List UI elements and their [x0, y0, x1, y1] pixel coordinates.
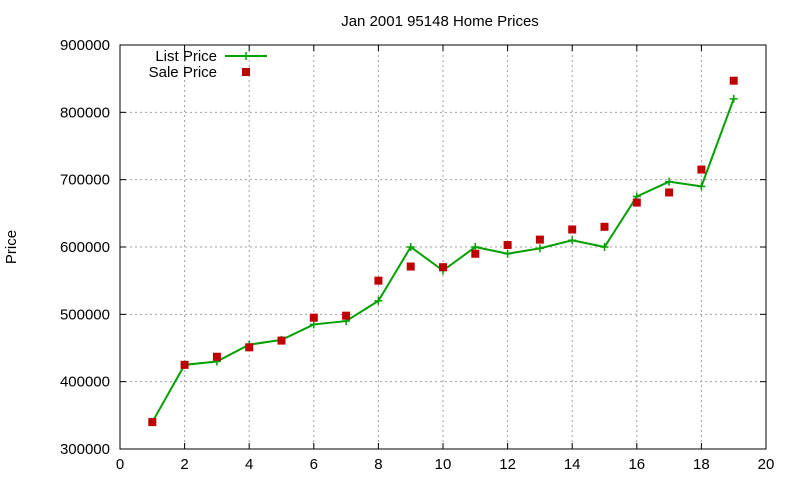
list-price-point [729, 94, 738, 103]
sale-price-point [535, 235, 544, 244]
grid-lines [120, 45, 766, 449]
sale-price-point [309, 313, 318, 322]
legend-entry: Sale Price [149, 64, 250, 81]
sale-price-point [697, 165, 706, 174]
tick-labels: 0 2 4 6 8 10 12 14 16 18 20 300000 400000 500000 60000… [60, 37, 774, 473]
list-price-point [374, 296, 383, 305]
chart-title: Jan 2001 95148 Home Prices [341, 13, 539, 30]
series-sale-price [148, 76, 738, 427]
legend-label: Sale Price [149, 64, 217, 81]
sale-price-point [374, 276, 383, 285]
sale-price-point [729, 76, 738, 85]
sale-price-point [212, 352, 221, 361]
sale-price-point [277, 336, 286, 345]
x-tick-label: 8 [374, 456, 382, 473]
list-price-point [406, 243, 415, 251]
y-tick-label: 700000 [60, 172, 110, 189]
legend-entry: List Price [155, 48, 267, 65]
sale-price-point [665, 188, 674, 197]
sale-price-point [439, 263, 447, 272]
list-price-point [471, 243, 480, 251]
legend-cross-sample [242, 52, 250, 60]
x-tick-label: 10 [435, 456, 452, 473]
legend-label: List Price [155, 48, 217, 65]
sale-price-point [245, 343, 254, 352]
x-tick-label: 16 [628, 456, 645, 473]
list-price-point [309, 320, 318, 329]
sale-price-point [342, 311, 351, 320]
y-tick-label: 600000 [60, 239, 110, 256]
y-axis-label: Price [3, 230, 20, 264]
x-tick-label: 2 [180, 456, 188, 473]
list-price-point [568, 236, 577, 245]
sale-price-point [600, 222, 609, 231]
x-tick-label: 18 [693, 456, 710, 473]
list-price-point [503, 249, 512, 258]
list-price-point [535, 244, 544, 253]
sale-price-point [406, 262, 415, 271]
x-tick-label: 14 [564, 456, 581, 473]
sale-price-point [180, 360, 189, 369]
sale-price-point [503, 240, 512, 249]
x-tick-label: 6 [310, 456, 318, 473]
y-tick-label: 500000 [60, 306, 110, 323]
list-price-point [697, 182, 706, 191]
sale-price-point [568, 225, 577, 234]
sale-price-point [148, 418, 157, 427]
y-tick-label: 800000 [60, 104, 110, 121]
list-price-point [665, 177, 674, 186]
x-tick-label: 20 [758, 456, 775, 473]
series-layer [148, 76, 738, 427]
x-tick-label: 0 [116, 456, 124, 473]
list-price-point [600, 243, 609, 251]
y-tick-label: 900000 [60, 37, 110, 54]
sale-price-point [632, 198, 641, 207]
x-tick-label: 4 [245, 456, 253, 473]
sale-price-point [471, 249, 480, 258]
y-tick-label: 300000 [60, 441, 110, 458]
plot-frame [119, 44, 767, 450]
legend-square-sample [242, 68, 250, 76]
x-tick-label: 12 [499, 456, 516, 473]
y-tick-label: 400000 [60, 374, 110, 391]
axis-ticks [119, 44, 767, 450]
